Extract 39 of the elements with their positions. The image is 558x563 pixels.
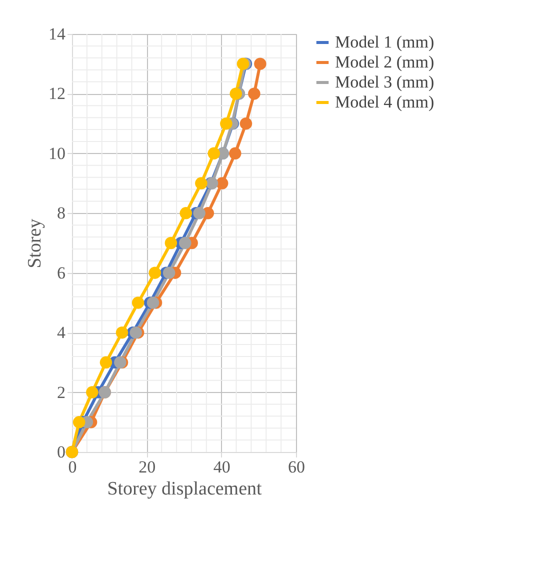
point [195, 177, 208, 190]
x-tick-label: 40 [213, 458, 230, 476]
point [164, 236, 178, 250]
y-tick-label: 6 [57, 263, 66, 282]
legend-label: Model 2 (mm) [335, 52, 434, 72]
point [193, 207, 206, 220]
x-tick-label: 60 [288, 458, 305, 476]
point [216, 177, 228, 190]
point [254, 58, 266, 70]
legend-label: Model 1 (mm) [335, 32, 434, 52]
point [72, 416, 86, 428]
y-axis-title: Storey [24, 218, 46, 268]
legend-label: Model 4 (mm) [335, 92, 434, 112]
point [130, 326, 142, 339]
point [100, 356, 112, 369]
point [208, 147, 220, 160]
y-tick-label: 2 [57, 382, 66, 402]
point [248, 88, 260, 100]
x-tick-label: 20 [138, 458, 156, 476]
point [132, 296, 144, 309]
point [86, 386, 98, 398]
point [240, 117, 252, 130]
point [229, 147, 242, 160]
point [162, 266, 176, 279]
point [148, 266, 162, 279]
legend-label: Model 3 (mm) [335, 72, 434, 92]
y-tick-label: 14 [48, 24, 66, 44]
point [180, 207, 192, 220]
x-axis-title: Storey displacement [107, 478, 263, 500]
point [116, 326, 128, 339]
point [146, 296, 160, 309]
point [230, 88, 242, 100]
y-tick-label: 4 [57, 323, 66, 342]
y-tick-label: 8 [57, 204, 66, 223]
point [178, 236, 192, 250]
point [220, 117, 232, 130]
y-tick-label: 10 [48, 144, 66, 163]
y-tick-label: 12 [48, 84, 66, 104]
y-tick-label: 0 [57, 442, 66, 462]
